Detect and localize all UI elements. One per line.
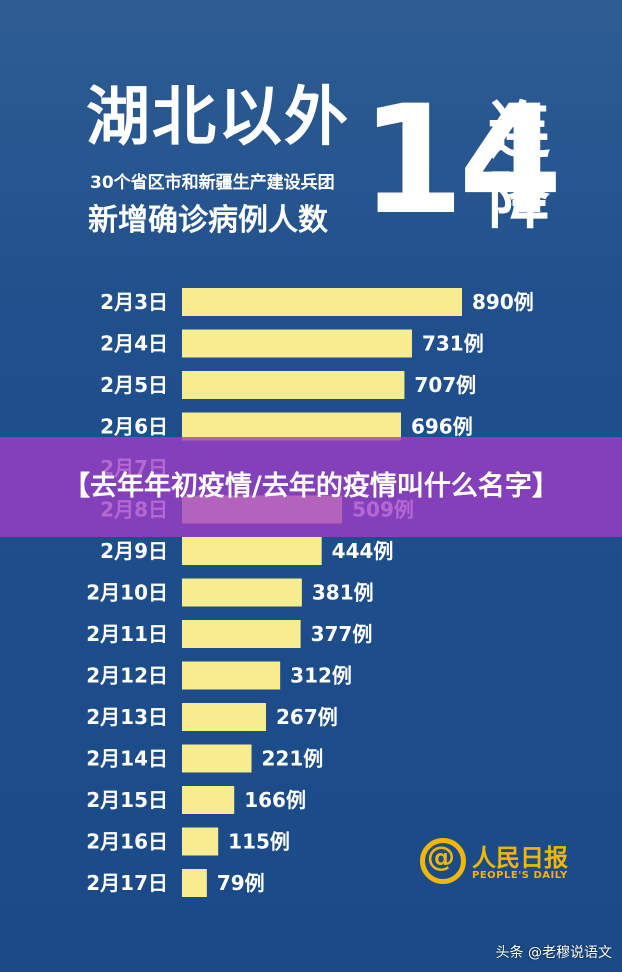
bar — [182, 329, 412, 358]
bar-chart: 2月3日890例2月4日731例2月5日707例2月6日696例2月7日2月8日… — [86, 288, 534, 897]
value-label: 166例 — [244, 788, 306, 812]
bar — [182, 537, 322, 565]
bar — [182, 620, 301, 648]
logo-english: PEOPLE'S DAILY — [472, 870, 568, 881]
peoples-daily-logo: @ 人民日报 PEOPLE'S DAILY — [420, 838, 570, 890]
category-label: 2月3日 — [100, 290, 168, 314]
bar — [182, 703, 266, 731]
bar — [182, 412, 401, 441]
category-label: 2月9日 — [100, 539, 168, 563]
category-label: 2月15日 — [86, 788, 168, 812]
value-label: 79例 — [217, 871, 265, 895]
bar — [182, 578, 302, 607]
value-label: 696例 — [411, 415, 473, 439]
value-label: 221例 — [262, 747, 324, 771]
side-text-char: 连 — [487, 94, 550, 167]
category-label: 2月12日 — [86, 664, 168, 688]
category-label: 2月11日 — [86, 622, 168, 646]
category-label: 2月10日 — [86, 581, 168, 605]
logo-ring — [420, 838, 466, 884]
at-sign-icon: @ — [427, 840, 455, 873]
value-label: 377例 — [311, 622, 373, 646]
category-label: 2月4日 — [100, 332, 168, 356]
value-label: 312例 — [290, 664, 352, 688]
value-label: 115例 — [228, 830, 290, 854]
bar — [182, 827, 219, 856]
value-label: 707例 — [414, 373, 476, 397]
article-title-banner[interactable]: 【去年年初疫情/去年的疫情叫什么名字】 — [0, 437, 622, 537]
value-label: 731例 — [422, 332, 484, 356]
side-text-char: 降 — [487, 164, 550, 237]
category-label: 2月17日 — [86, 871, 168, 895]
bar — [182, 288, 462, 316]
big-number: 14 — [360, 74, 563, 248]
value-label: 381例 — [312, 581, 374, 605]
bar — [182, 744, 252, 773]
header: 湖北以外 30个省区市和新疆生产建设兵团 新增确诊病例人数 14 连 降 — [0, 0, 622, 270]
value-label: 890例 — [472, 290, 534, 314]
value-label: 267例 — [276, 705, 338, 729]
category-label: 2月5日 — [100, 373, 168, 397]
category-label: 2月16日 — [86, 830, 168, 854]
subtitle-new-cases: 新增确诊病例人数 — [88, 203, 328, 238]
bar — [182, 661, 281, 690]
watermark: 头条 @老穆说语文 — [495, 945, 612, 961]
article-title[interactable]: 【去年年初疫情/去年的疫情叫什么名字】 — [63, 471, 559, 502]
category-label: 2月14日 — [86, 747, 168, 771]
bar — [182, 786, 235, 814]
page-title: 湖北以外 — [86, 81, 350, 155]
side-text: 连 降 — [484, 96, 554, 236]
bar — [182, 869, 207, 897]
value-label: 444例 — [332, 539, 394, 563]
bar — [182, 371, 405, 399]
logo-name: 人民日报 — [472, 844, 568, 872]
category-label: 2月13日 — [86, 705, 168, 729]
category-label: 2月6日 — [100, 415, 168, 439]
subtitle-regions: 30个省区市和新疆生产建设兵团 — [90, 173, 335, 193]
